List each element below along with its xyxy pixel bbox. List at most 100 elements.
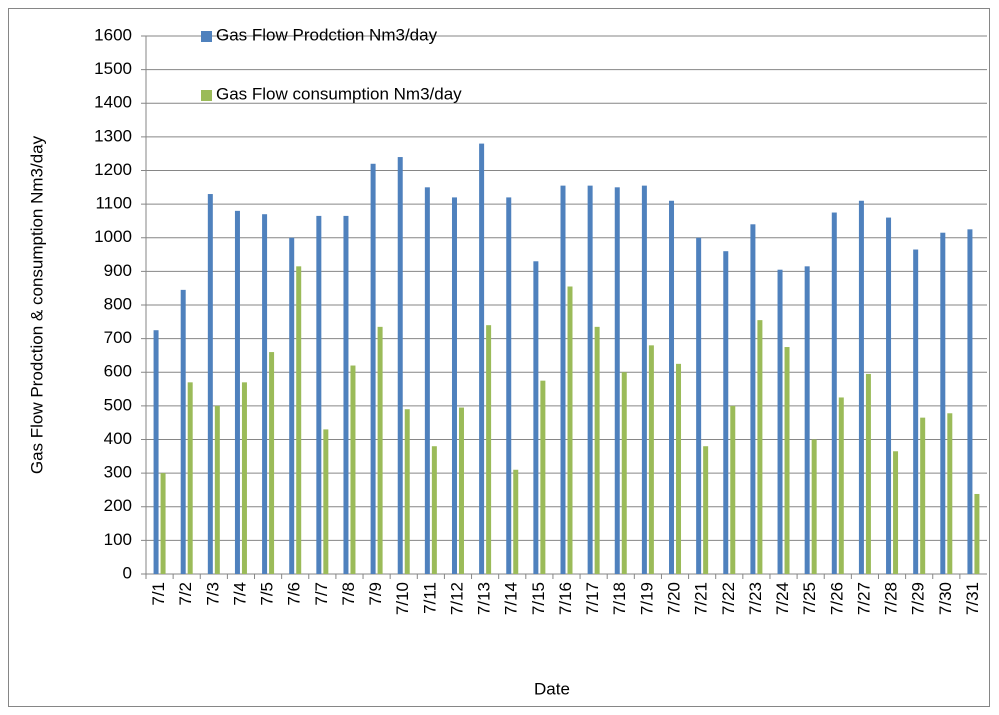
bar bbox=[594, 326, 600, 574]
bar bbox=[241, 382, 247, 574]
y-tick-label: 1100 bbox=[95, 194, 132, 213]
y-axis-title: Gas Flow Prodction & consumption Nm3/day bbox=[27, 135, 46, 474]
bar bbox=[947, 413, 953, 574]
x-tick-label: 7/3 bbox=[203, 582, 222, 606]
bar bbox=[397, 157, 403, 575]
bar bbox=[838, 397, 844, 574]
x-tick-label: 7/23 bbox=[746, 582, 765, 615]
y-tick-label: 1400 bbox=[94, 93, 132, 112]
bar bbox=[831, 212, 837, 574]
bar bbox=[370, 163, 376, 574]
bar bbox=[343, 215, 349, 575]
bar bbox=[350, 365, 356, 574]
bar bbox=[296, 266, 302, 574]
bar bbox=[262, 214, 268, 574]
y-tick-label: 400 bbox=[104, 429, 132, 448]
chart-frame bbox=[8, 8, 990, 707]
bar bbox=[621, 372, 627, 574]
y-tick-label: 500 bbox=[104, 395, 132, 414]
x-tick-label: 7/8 bbox=[339, 582, 358, 606]
bar bbox=[207, 194, 213, 574]
bar bbox=[587, 185, 593, 574]
y-tick-label: 0 bbox=[123, 563, 132, 582]
bar bbox=[641, 185, 647, 574]
y-tick-label: 300 bbox=[104, 463, 132, 482]
x-tick-label: 7/13 bbox=[475, 582, 494, 615]
bar bbox=[913, 249, 919, 575]
bar bbox=[614, 187, 620, 574]
bar bbox=[506, 197, 512, 574]
bar bbox=[811, 439, 817, 574]
bar bbox=[974, 493, 980, 574]
bar bbox=[777, 269, 783, 574]
x-tick-label: 7/2 bbox=[176, 582, 195, 606]
x-tick-label: 7/22 bbox=[719, 582, 738, 615]
legend-label: Gas Flow consumption Nm3/day bbox=[216, 84, 462, 103]
bar bbox=[377, 326, 383, 574]
bar bbox=[289, 237, 295, 574]
bar bbox=[486, 325, 492, 574]
bar bbox=[757, 320, 763, 574]
bar bbox=[479, 143, 485, 574]
x-tick-label: 7/17 bbox=[583, 582, 602, 615]
bar bbox=[784, 347, 790, 574]
bar bbox=[214, 405, 220, 574]
y-tick-label: 600 bbox=[104, 362, 132, 381]
bar bbox=[730, 405, 736, 574]
x-tick-label: 7/25 bbox=[800, 582, 819, 615]
bar bbox=[160, 473, 166, 574]
bar bbox=[404, 409, 410, 574]
x-tick-label: 7/9 bbox=[366, 582, 385, 606]
legend-swatch bbox=[201, 31, 212, 42]
bar bbox=[940, 232, 946, 575]
y-tick-label: 1200 bbox=[94, 160, 132, 179]
y-tick-label: 100 bbox=[104, 530, 132, 549]
x-tick-label: 7/29 bbox=[909, 582, 928, 615]
y-tick-label: 1000 bbox=[94, 227, 132, 246]
x-tick-label: 7/14 bbox=[502, 582, 521, 615]
y-tick-label: 1500 bbox=[94, 59, 132, 78]
bar bbox=[804, 266, 810, 574]
bar bbox=[865, 373, 871, 574]
bar bbox=[696, 237, 702, 574]
bar bbox=[886, 217, 892, 574]
bar bbox=[458, 407, 464, 574]
bar bbox=[567, 286, 573, 574]
y-tick-label: 800 bbox=[104, 294, 132, 313]
bar bbox=[513, 469, 519, 574]
bar bbox=[560, 185, 566, 574]
x-tick-label: 7/21 bbox=[692, 582, 711, 615]
x-tick-label: 7/30 bbox=[936, 582, 955, 615]
bar bbox=[153, 330, 159, 574]
x-tick-label: 7/24 bbox=[773, 582, 792, 615]
bar bbox=[676, 363, 682, 574]
x-tick-label: 7/28 bbox=[882, 582, 901, 615]
bar bbox=[920, 417, 926, 574]
x-tick-label: 7/1 bbox=[149, 582, 168, 606]
bar bbox=[893, 451, 899, 574]
bar bbox=[648, 345, 654, 574]
bar bbox=[451, 197, 457, 574]
bar bbox=[234, 210, 240, 574]
bar bbox=[533, 261, 539, 574]
x-tick-label: 7/20 bbox=[665, 582, 684, 615]
y-tick-label: 1300 bbox=[94, 126, 132, 145]
y-tick-label: 1600 bbox=[94, 25, 132, 44]
bar bbox=[180, 289, 186, 574]
x-tick-label: 7/7 bbox=[312, 582, 331, 606]
bar bbox=[858, 200, 864, 574]
x-tick-label: 7/31 bbox=[963, 582, 982, 615]
x-tick-label: 7/11 bbox=[420, 582, 439, 614]
x-tick-label: 7/27 bbox=[854, 582, 873, 615]
bar bbox=[750, 224, 756, 575]
x-tick-label: 7/26 bbox=[827, 582, 846, 615]
bar bbox=[316, 215, 322, 575]
x-tick-label: 7/5 bbox=[258, 582, 277, 606]
bar bbox=[424, 187, 430, 574]
x-tick-label: 7/16 bbox=[556, 582, 575, 615]
bar bbox=[187, 382, 193, 574]
bar bbox=[540, 380, 546, 574]
x-tick-label: 7/4 bbox=[230, 582, 249, 606]
x-tick-label: 7/18 bbox=[610, 582, 629, 615]
